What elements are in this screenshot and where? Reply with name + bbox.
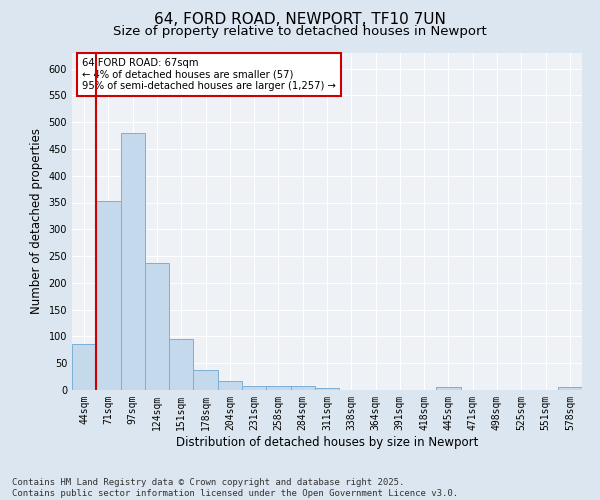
Bar	[169, 338, 193, 390]
X-axis label: Distribution of detached houses by size in Newport: Distribution of detached houses by size …	[176, 436, 478, 448]
Bar	[193, 370, 218, 390]
Y-axis label: Number of detached properties: Number of detached properties	[30, 128, 43, 314]
Bar	[96, 202, 121, 390]
Bar	[218, 382, 242, 390]
Bar	[266, 386, 290, 390]
Bar	[145, 263, 169, 390]
Text: Contains HM Land Registry data © Crown copyright and database right 2025.
Contai: Contains HM Land Registry data © Crown c…	[12, 478, 458, 498]
Bar	[315, 388, 339, 390]
Bar	[121, 133, 145, 390]
Text: 64 FORD ROAD: 67sqm
← 4% of detached houses are smaller (57)
95% of semi-detache: 64 FORD ROAD: 67sqm ← 4% of detached hou…	[82, 58, 336, 91]
Text: 64, FORD ROAD, NEWPORT, TF10 7UN: 64, FORD ROAD, NEWPORT, TF10 7UN	[154, 12, 446, 28]
Bar	[242, 386, 266, 390]
Text: Size of property relative to detached houses in Newport: Size of property relative to detached ho…	[113, 25, 487, 38]
Bar	[558, 388, 582, 390]
Bar	[436, 388, 461, 390]
Bar	[290, 386, 315, 390]
Bar	[72, 344, 96, 390]
